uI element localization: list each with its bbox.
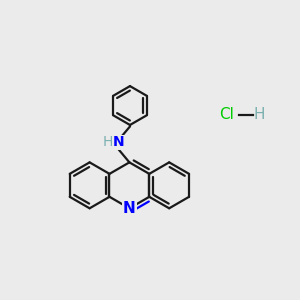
Text: H: H [103,135,113,149]
Text: H: H [254,107,265,122]
Text: N: N [112,135,124,149]
Text: Cl: Cl [219,107,234,122]
Text: N: N [123,201,136,216]
